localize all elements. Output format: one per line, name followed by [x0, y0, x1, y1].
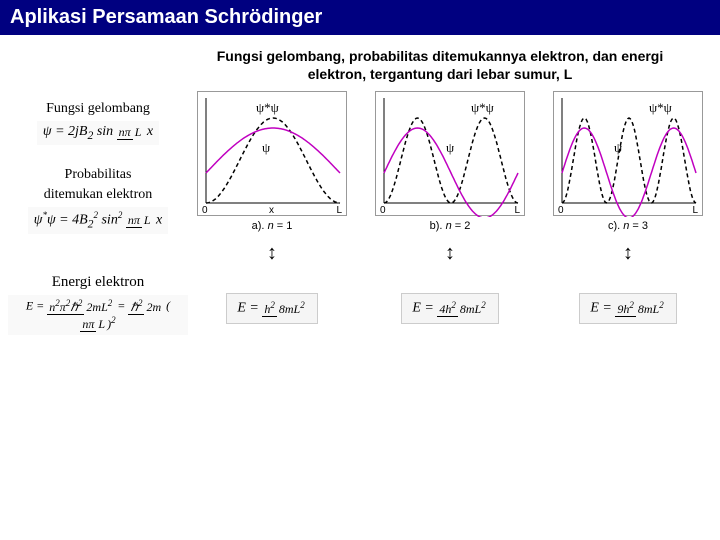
- chart-col-n3: ψ*ψ ψ 0 Lc). n = 3 ↕ E = 9h28mL2: [548, 91, 708, 343]
- axis-mid: x: [269, 205, 274, 216]
- axis-L: L: [514, 205, 520, 216]
- content-area: Fungsi gelombang ψ = 2jB2 sin nπL x Prob…: [0, 91, 720, 343]
- energi-title: Energi elektron: [8, 274, 188, 291]
- prob-title-2: ditemukan elektron: [8, 187, 188, 203]
- charts-row: ψ*ψ ψ 0 x La). n = 1 ↕ E = h28mL2 ψ*ψ ψ 0 Lb). n …: [188, 91, 712, 343]
- fungsi-block: Fungsi gelombang ψ = 2jB2 sin nπL x: [8, 101, 188, 145]
- psi-label: ψ: [446, 140, 454, 156]
- axis-L: L: [692, 205, 698, 216]
- page-header: Aplikasi Persamaan Schrödinger: [0, 0, 720, 35]
- chart-col-n1: ψ*ψ ψ 0 x La). n = 1 ↕ E = h28mL2: [192, 91, 352, 343]
- chart-box-n3: ψ*ψ ψ 0 L: [553, 91, 703, 216]
- energi-formula-box: E = n2π2ℏ22mL2 = ℏ22m (nπL)2: [8, 295, 188, 336]
- psistar-label: ψ*ψ: [256, 100, 279, 116]
- page-title: Aplikasi Persamaan Schrödinger: [10, 6, 322, 28]
- chart-box-n2: ψ*ψ ψ 0 L: [375, 91, 525, 216]
- axis-0: 0: [558, 205, 564, 216]
- energi-formula: E = n2π2ℏ22mL2 = ℏ22m (nπL)2: [8, 295, 188, 336]
- prob-curve-n3: [562, 118, 696, 203]
- fungsi-formula: ψ = 2jB2 sin nπL x: [8, 121, 188, 145]
- chart-caption-n1: a). n = 1: [192, 220, 352, 232]
- prob-formula-box: ψ*ψ = 4B22 sin2 nπL x: [28, 207, 169, 233]
- psi-formula: ψ = 2jB2 sin nπL x: [37, 121, 159, 145]
- psistar-label: ψ*ψ: [649, 100, 672, 116]
- prob-curve-n1: [206, 118, 340, 203]
- updown-arrow-icon: ↕: [192, 242, 352, 265]
- psi-label: ψ: [262, 140, 270, 156]
- energy-formula-n2: E = 4h28mL2: [370, 293, 530, 324]
- psi-curve-n1: [206, 128, 340, 173]
- subtitle: Fungsi gelombang, probabilitas ditemukan…: [0, 35, 720, 91]
- axis-L: L: [336, 205, 342, 216]
- energy-formula-n3: E = 9h28mL2: [548, 293, 708, 324]
- psistar-label: ψ*ψ: [471, 100, 494, 116]
- row-labels: Fungsi gelombang ψ = 2jB2 sin nπL x Prob…: [8, 91, 188, 343]
- chart-svg-n3: [554, 92, 704, 217]
- psi-curve-n3: [562, 128, 696, 217]
- energi-block: Energi elektron E = n2π2ℏ22mL2 = ℏ22m (n…: [8, 274, 188, 336]
- psi-label: ψ: [614, 140, 622, 156]
- chart-caption-n2: b). n = 2: [370, 220, 530, 232]
- prob-block: Probabilitas ditemukan elektron ψ*ψ = 4B…: [8, 167, 188, 233]
- axis-0: 0: [202, 205, 208, 216]
- chart-box-n1: ψ*ψ ψ 0 x L: [197, 91, 347, 216]
- prob-title-1: Probabilitas: [8, 167, 188, 183]
- energy-formula-n1: E = h28mL2: [192, 293, 352, 324]
- updown-arrow-icon: ↕: [548, 242, 708, 265]
- prob-curve-n2: [384, 118, 518, 203]
- axis-0: 0: [380, 205, 386, 216]
- chart-caption-n3: c). n = 3: [548, 220, 708, 232]
- updown-arrow-icon: ↕: [370, 242, 530, 265]
- prob-formula: ψ*ψ = 4B22 sin2 nπL x: [8, 207, 188, 233]
- fungsi-title: Fungsi gelombang: [8, 101, 188, 117]
- chart-col-n2: ψ*ψ ψ 0 Lb). n = 2 ↕ E = 4h28mL2: [370, 91, 530, 343]
